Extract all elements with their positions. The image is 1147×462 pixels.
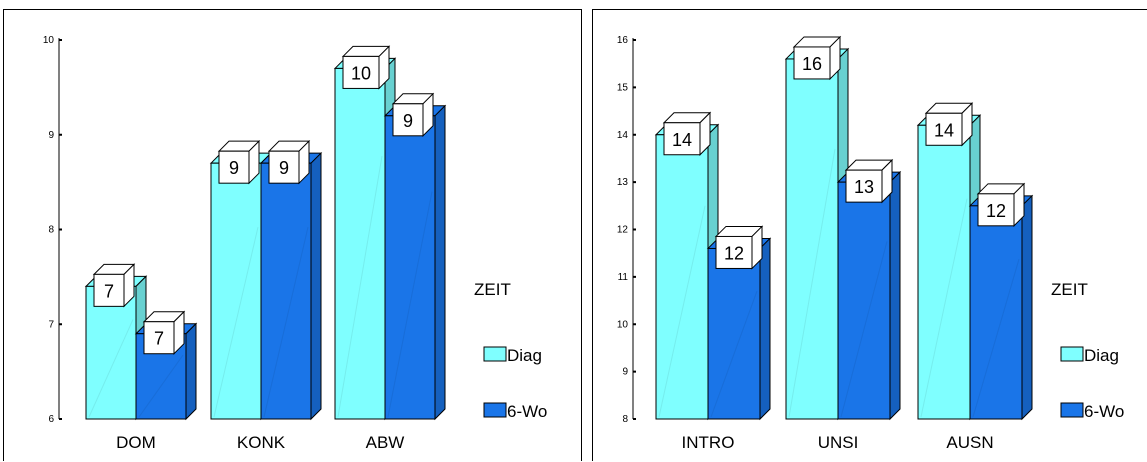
legend-label: Diag xyxy=(1084,346,1119,365)
data-label: 7 xyxy=(92,263,136,308)
x-category-label: INTRO xyxy=(682,433,735,452)
data-label: 13 xyxy=(844,158,894,204)
legend-swatch xyxy=(483,346,507,362)
legend-swatch xyxy=(1060,402,1084,418)
bar-chart-left: 6 7 8 9 10 7 7 DOM 9 9 KONK 10 9 ABW ZEIT Diag 6-Wo xyxy=(43,35,547,452)
y-tick-label: 9 xyxy=(48,130,54,141)
y-tick-label: 9 xyxy=(622,367,628,378)
data-label: 14 xyxy=(924,102,974,147)
legend-swatch xyxy=(483,402,507,418)
svg-text:14: 14 xyxy=(934,120,954,140)
legend-title: ZEIT xyxy=(474,280,511,299)
svg-text:13: 13 xyxy=(854,177,874,197)
y-tick-label: 11 xyxy=(618,272,629,283)
legend-label: Diag xyxy=(507,346,542,365)
x-category-label: KONK xyxy=(237,433,286,452)
svg-text:7: 7 xyxy=(104,281,114,301)
legend-swatch xyxy=(1060,346,1084,362)
x-category-label: ABW xyxy=(366,433,405,452)
data-label: 12 xyxy=(714,225,764,270)
legend-item: 6-Wo xyxy=(1060,402,1124,421)
y-tick-label: 14 xyxy=(617,130,629,141)
x-category-label: AUSN xyxy=(946,433,993,452)
svg-text:9: 9 xyxy=(229,158,239,178)
svg-text:9: 9 xyxy=(403,111,413,131)
bar-6-wo-intro xyxy=(706,237,772,421)
bar-6-wo-unsi xyxy=(836,170,902,421)
legend-item: Diag xyxy=(483,346,542,365)
y-tick-label: 15 xyxy=(617,82,629,93)
legend-label: 6-Wo xyxy=(507,402,547,421)
svg-text:9: 9 xyxy=(279,158,289,178)
data-label: 9 xyxy=(217,139,261,185)
data-label: 10 xyxy=(341,45,391,90)
data-label: 9 xyxy=(267,139,311,185)
data-label: 7 xyxy=(142,310,186,355)
bar-6-wo-konk xyxy=(259,151,323,421)
y-tick-label: 16 xyxy=(617,35,629,46)
legend-label: 6-Wo xyxy=(1084,402,1124,421)
svg-text:12: 12 xyxy=(986,201,1006,221)
chart-panel-left: 6 7 8 9 10 7 7 DOM 9 9 KONK 10 9 ABW ZEIT Diag 6-Wo xyxy=(3,9,582,461)
y-tick-label: 8 xyxy=(622,414,628,425)
data-label: 16 xyxy=(792,35,842,81)
y-tick-label: 7 xyxy=(48,319,54,330)
y-tick-label: 12 xyxy=(617,225,629,236)
y-tick-label: 10 xyxy=(617,319,629,330)
data-label: 12 xyxy=(976,182,1026,228)
svg-text:7: 7 xyxy=(154,329,164,349)
y-tick-label: 8 xyxy=(48,225,54,236)
y-tick-label: 10 xyxy=(43,35,55,46)
bar-6-wo-ausn xyxy=(968,194,1034,421)
x-category-label: DOM xyxy=(116,433,156,452)
svg-text:14: 14 xyxy=(672,130,692,150)
legend-title: ZEIT xyxy=(1051,280,1088,299)
bar-chart-right: 8 9 10 11 12 13 14 15 16 14 12 INTRO 16 13 UNSI 14 12 AUS… xyxy=(617,35,1124,452)
bar-6-wo-abw xyxy=(383,104,447,421)
x-category-label: UNSI xyxy=(818,433,859,452)
chart-panel-right: 8 9 10 11 12 13 14 15 16 14 12 INTRO 16 13 UNSI 14 12 AUS… xyxy=(592,9,1147,461)
data-label: 9 xyxy=(391,92,435,138)
y-tick-label: 13 xyxy=(617,177,629,188)
svg-text:12: 12 xyxy=(724,243,744,263)
legend-item: 6-Wo xyxy=(483,402,547,421)
data-label: 14 xyxy=(662,111,712,156)
svg-text:16: 16 xyxy=(802,54,822,74)
svg-text:10: 10 xyxy=(351,63,371,83)
y-tick-label: 6 xyxy=(48,414,54,425)
legend-item: Diag xyxy=(1060,346,1119,365)
